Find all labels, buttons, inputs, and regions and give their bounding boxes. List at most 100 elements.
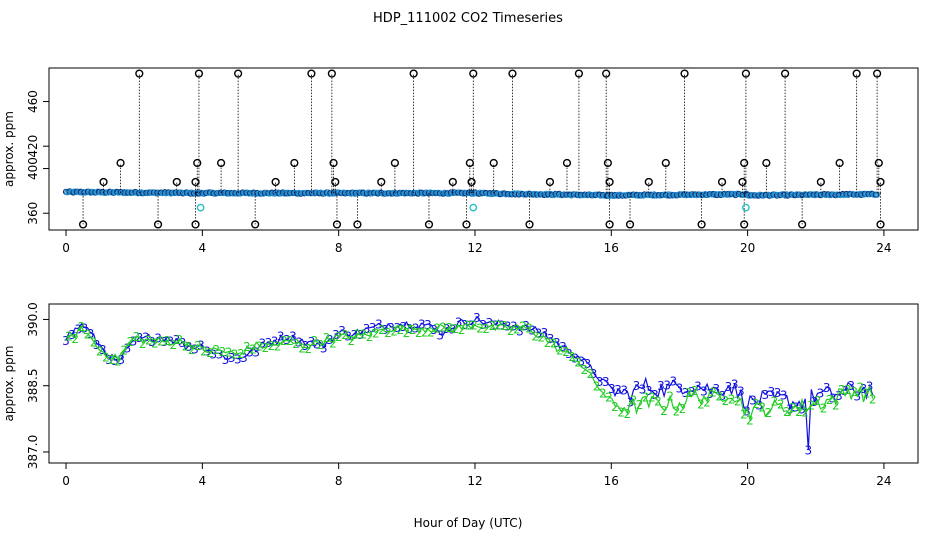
y-tick-label: 360 xyxy=(26,202,40,225)
series-3-marker: 3 xyxy=(547,332,555,346)
series-3-marker: 3 xyxy=(314,337,322,351)
outlier-low-marker xyxy=(798,220,807,229)
series-3-marker: 3 xyxy=(847,379,855,393)
x-tick-label: 8 xyxy=(335,241,343,255)
series-2-marker: 2 xyxy=(482,322,490,336)
series-2-marker: 2 xyxy=(685,386,693,400)
outlier-high-marker xyxy=(508,69,517,78)
series-2-marker: 2 xyxy=(372,326,380,340)
series-2-marker: 2 xyxy=(170,338,178,352)
series-2-marker: 2 xyxy=(403,326,411,340)
outlier-mid-marker xyxy=(562,158,572,168)
series-3-marker: 3 xyxy=(277,330,285,344)
series-2-marker: 2 xyxy=(470,318,478,332)
series-2-marker: 2 xyxy=(292,337,300,351)
series-2-marker: 2 xyxy=(231,348,239,362)
outlier-low-marker xyxy=(78,220,88,229)
outlier-near-marker xyxy=(545,177,555,187)
figure-title: HDP_111002 CO2 Timeseries xyxy=(373,11,563,26)
series-3-marker: 3 xyxy=(87,327,95,341)
outlier-mid-marker xyxy=(216,158,226,168)
outlier-near-marker xyxy=(876,177,885,187)
outlier-low-marker xyxy=(876,220,885,229)
series-2-marker: 2 xyxy=(556,343,564,357)
series-2-marker: 2 xyxy=(347,334,355,348)
series-3-marker: 3 xyxy=(571,351,579,365)
x-tick-label: 20 xyxy=(740,241,755,255)
series-2-marker: 2 xyxy=(384,326,392,340)
series-3-marker: 3 xyxy=(565,347,573,361)
x-tick-label: 4 xyxy=(199,241,207,255)
series-3-marker: 3 xyxy=(449,322,457,336)
series-2-marker: 2 xyxy=(139,337,147,351)
series-2-marker: 2 xyxy=(648,391,656,405)
series-3-marker: 3 xyxy=(743,404,751,418)
series-3-marker: 3 xyxy=(473,311,481,325)
series-2-marker: 2 xyxy=(538,331,546,345)
series-2-marker: 2 xyxy=(525,322,533,336)
series-2-marker: 2 xyxy=(243,340,251,354)
series-3-marker: 3 xyxy=(258,336,266,350)
series-2-marker: 2 xyxy=(519,319,527,333)
outlier-near-marker xyxy=(448,177,457,187)
series-3-marker: 3 xyxy=(117,353,125,367)
series-3-marker: 3 xyxy=(283,333,291,347)
series-2-marker: 2 xyxy=(390,324,398,338)
series-3-marker: 3 xyxy=(559,340,567,354)
y-tick-label: 390.0 xyxy=(26,302,40,336)
series-3-marker: 3 xyxy=(271,334,279,348)
series-2-marker: 2 xyxy=(157,335,165,349)
series-3-marker: 3 xyxy=(712,382,720,396)
series-2-marker: 2 xyxy=(114,354,122,368)
series-3-marker: 3 xyxy=(197,338,205,352)
series-3-marker: 3 xyxy=(344,330,352,344)
outlier-low-marker xyxy=(424,220,434,229)
series-2-marker: 2 xyxy=(200,345,208,359)
outlier-high-marker xyxy=(680,69,689,78)
series-3-marker: 3 xyxy=(301,339,309,353)
series-3-marker: 3 xyxy=(577,355,585,369)
x-tick-label: 12 xyxy=(467,241,482,255)
flag-point xyxy=(469,203,478,212)
series-3-marker: 3 xyxy=(173,333,181,347)
series-3-marker: 3 xyxy=(817,387,825,401)
series-2-marker: 2 xyxy=(446,321,454,335)
x-axis-label: Hour of Day (UTC) xyxy=(414,516,523,530)
series-3-line xyxy=(65,315,874,450)
series-2-marker: 2 xyxy=(574,355,582,369)
series-3-marker: 3 xyxy=(393,321,401,335)
x-tick-label: 12 xyxy=(467,474,482,488)
series-3-marker: 3 xyxy=(749,393,757,407)
series-2-marker: 2 xyxy=(501,319,509,333)
outlier-series xyxy=(78,69,885,229)
series-3-marker: 3 xyxy=(203,345,211,359)
series-2-marker: 2 xyxy=(255,339,263,353)
series-2-marker: 2 xyxy=(421,326,429,340)
series-2: 2222222222222222222222222222222222222222… xyxy=(65,318,876,427)
outlier-high-marker xyxy=(307,69,316,78)
series-2-marker: 2 xyxy=(544,336,552,350)
series-3-marker: 3 xyxy=(308,335,316,349)
series-3-marker: 3 xyxy=(240,351,248,365)
series-2-marker: 2 xyxy=(409,323,417,337)
series-3-marker: 3 xyxy=(694,380,702,394)
outlier-mid-marker xyxy=(603,158,612,168)
series-2-marker: 2 xyxy=(581,363,589,377)
series-2-marker: 2 xyxy=(599,387,607,401)
series-3-marker: 3 xyxy=(185,340,193,354)
series-2-marker: 2 xyxy=(298,341,306,355)
series-3-marker: 3 xyxy=(535,326,543,340)
plot-frame xyxy=(48,67,919,231)
series-3-marker: 3 xyxy=(786,403,794,417)
x-tick-label: 20 xyxy=(740,474,755,488)
series-2-marker: 2 xyxy=(464,318,472,332)
series-3-marker: 3 xyxy=(179,336,187,350)
outlier-low-marker xyxy=(525,220,534,229)
outlier-mid-marker xyxy=(874,158,883,168)
series-2-marker: 2 xyxy=(182,340,190,354)
series-2-marker: 2 xyxy=(513,323,521,337)
x-tick-label: 16 xyxy=(604,241,619,255)
series-2-marker: 2 xyxy=(268,339,276,353)
series-2-marker: 2 xyxy=(593,379,601,393)
